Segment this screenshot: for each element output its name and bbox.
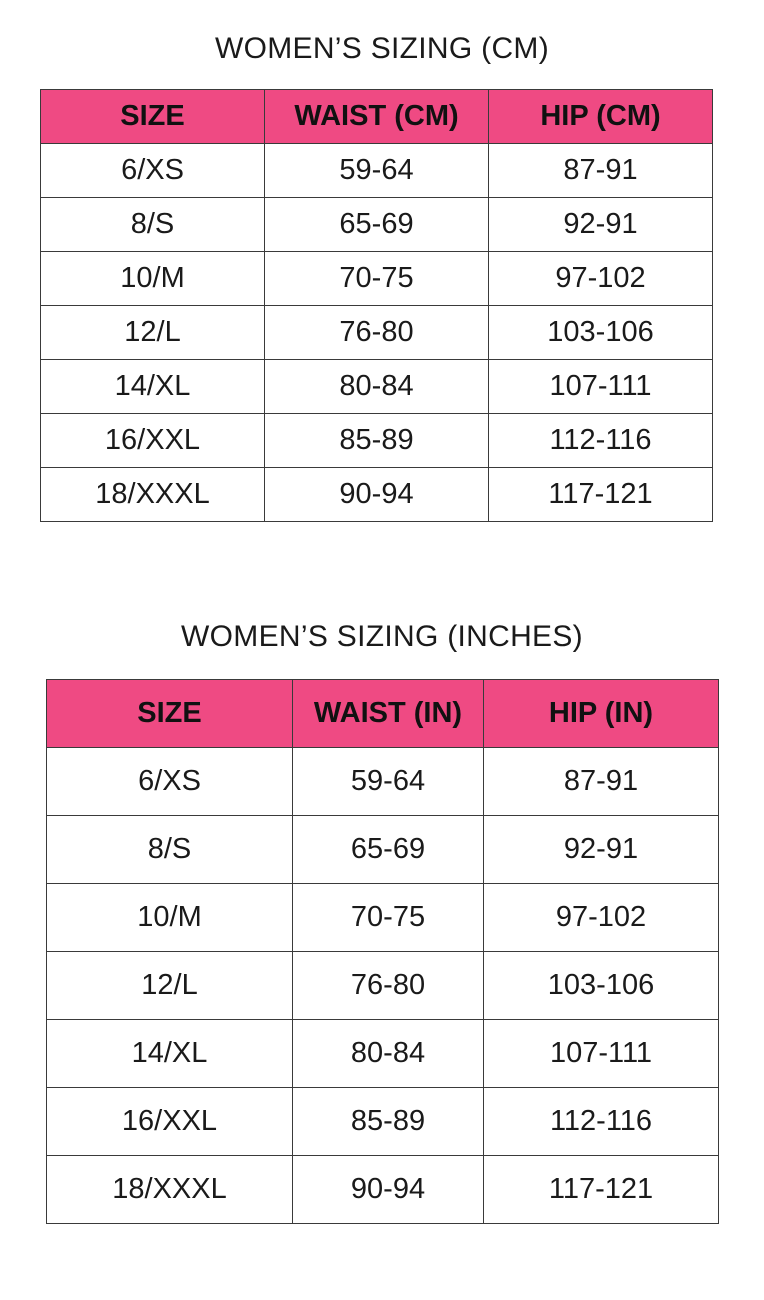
- waist-cell: 76-80: [264, 305, 489, 360]
- table-header-row: SIZE WAIST (CM) HIP (CM): [40, 89, 713, 144]
- header-size: SIZE: [46, 679, 293, 748]
- table-row: 18/XXXL 90-94 117-121: [40, 467, 713, 522]
- inch-sizing-title: WOMEN’S SIZING (INCHES): [181, 620, 583, 653]
- table-header-row: SIZE WAIST (IN) HIP (IN): [46, 679, 719, 748]
- size-cell: 8/S: [46, 815, 293, 884]
- table-row: 10/M 70-75 97-102: [40, 251, 713, 306]
- hip-cell: 107-111: [488, 359, 713, 414]
- table-row: 16/XXL 85-89 112-116: [46, 1087, 719, 1156]
- table-row: 8/S 65-69 92-91: [40, 197, 713, 252]
- size-cell: 10/M: [46, 883, 293, 952]
- size-cell: 12/L: [46, 951, 293, 1020]
- table-row: 10/M 70-75 97-102: [46, 883, 719, 952]
- waist-cell: 65-69: [264, 197, 489, 252]
- waist-cell: 70-75: [264, 251, 489, 306]
- waist-cell: 85-89: [264, 413, 489, 468]
- cm-sizing-table: SIZE WAIST (CM) HIP (CM) 6/XS 59-64 87-9…: [40, 89, 713, 522]
- size-cell: 8/S: [40, 197, 265, 252]
- hip-cell: 112-116: [483, 1087, 719, 1156]
- header-waist: WAIST (CM): [264, 89, 489, 144]
- waist-cell: 90-94: [292, 1155, 484, 1224]
- cm-sizing-title: WOMEN’S SIZING (CM): [214, 32, 549, 65]
- waist-cell: 59-64: [292, 747, 484, 816]
- header-size: SIZE: [40, 89, 265, 144]
- table-row: 6/XS 59-64 87-91: [40, 143, 713, 198]
- table-row: 6/XS 59-64 87-91: [46, 747, 719, 816]
- size-cell: 14/XL: [40, 359, 265, 414]
- waist-cell: 70-75: [292, 883, 484, 952]
- hip-cell: 117-121: [488, 467, 713, 522]
- size-cell: 14/XL: [46, 1019, 293, 1088]
- waist-cell: 65-69: [292, 815, 484, 884]
- table-row: 16/XXL 85-89 112-116: [40, 413, 713, 468]
- hip-cell: 117-121: [483, 1155, 719, 1224]
- header-hip: HIP (CM): [488, 89, 713, 144]
- header-waist: WAIST (IN): [292, 679, 484, 748]
- hip-cell: 92-91: [488, 197, 713, 252]
- inch-sizing-table: SIZE WAIST (IN) HIP (IN) 6/XS 59-64 87-9…: [46, 679, 719, 1224]
- waist-cell: 85-89: [292, 1087, 484, 1156]
- table-row: 8/S 65-69 92-91: [46, 815, 719, 884]
- table-row: 18/XXXL 90-94 117-121: [46, 1155, 719, 1224]
- hip-cell: 107-111: [483, 1019, 719, 1088]
- waist-cell: 90-94: [264, 467, 489, 522]
- size-cell: 6/XS: [46, 747, 293, 816]
- table-row: 14/XL 80-84 107-111: [40, 359, 713, 414]
- hip-cell: 92-91: [483, 815, 719, 884]
- size-cell: 16/XXL: [46, 1087, 293, 1156]
- waist-cell: 80-84: [264, 359, 489, 414]
- size-cell: 18/XXXL: [46, 1155, 293, 1224]
- size-cell: 16/XXL: [40, 413, 265, 468]
- waist-cell: 59-64: [264, 143, 489, 198]
- hip-cell: 87-91: [488, 143, 713, 198]
- table-row: 14/XL 80-84 107-111: [46, 1019, 719, 1088]
- size-cell: 18/XXXL: [40, 467, 265, 522]
- table-row: 12/L 76-80 103-106: [46, 951, 719, 1020]
- hip-cell: 87-91: [483, 747, 719, 816]
- table-row: 12/L 76-80 103-106: [40, 305, 713, 360]
- waist-cell: 76-80: [292, 951, 484, 1020]
- size-cell: 12/L: [40, 305, 265, 360]
- hip-cell: 103-106: [488, 305, 713, 360]
- header-hip: HIP (IN): [483, 679, 719, 748]
- waist-cell: 80-84: [292, 1019, 484, 1088]
- size-cell: 10/M: [40, 251, 265, 306]
- hip-cell: 97-102: [483, 883, 719, 952]
- hip-cell: 103-106: [483, 951, 719, 1020]
- hip-cell: 112-116: [488, 413, 713, 468]
- size-cell: 6/XS: [40, 143, 265, 198]
- hip-cell: 97-102: [488, 251, 713, 306]
